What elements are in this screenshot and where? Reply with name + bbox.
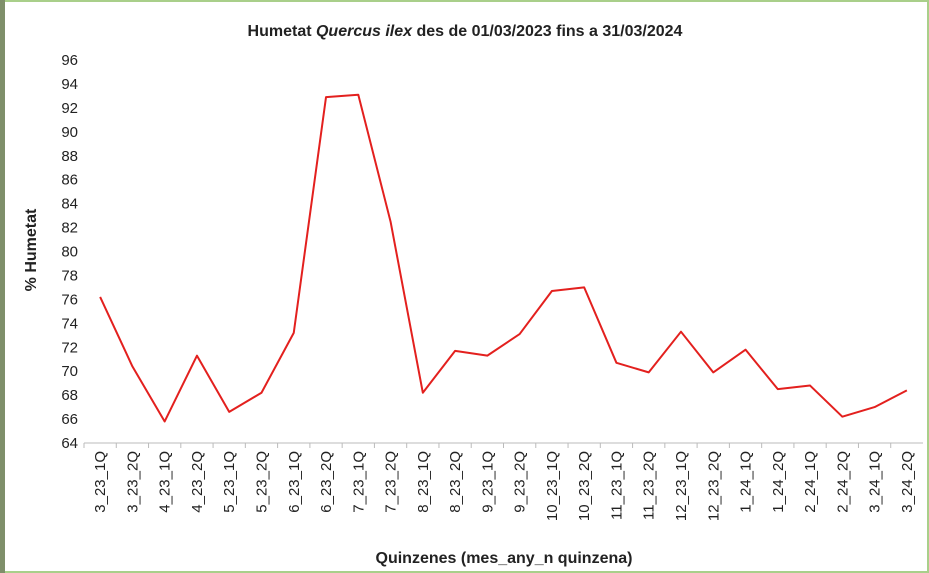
y-tick-label: 78: [61, 267, 78, 284]
x-tick-label: 11_23_1Q: [608, 451, 625, 520]
y-tick-label: 88: [61, 148, 78, 165]
x-tick-label: 4_23_2Q: [189, 451, 206, 513]
y-axis-label: % Humetat: [23, 208, 40, 291]
x-tick-label: 9_23_1Q: [479, 451, 496, 513]
x-tick-label: 3_24_2Q: [899, 451, 916, 513]
y-tick-label: 86: [61, 172, 78, 189]
x-tick-label: 12_23_2Q: [705, 451, 722, 521]
y-tick-label: 68: [61, 387, 78, 404]
x-tick-label: 3_23_2Q: [124, 451, 141, 513]
y-tick-label: 70: [61, 363, 78, 380]
x-tick-label: 2_24_1Q: [802, 451, 819, 513]
y-tick-label: 96: [61, 52, 78, 69]
x-tick-label: 10_23_1Q: [544, 451, 561, 521]
title-part: Humetat: [248, 23, 316, 40]
x-tick-label: 6_23_2Q: [318, 451, 335, 513]
x-tick-label: 11_23_2Q: [641, 451, 658, 520]
x-tick-label: 1_24_1Q: [738, 451, 755, 513]
x-tick-label: 12_23_1Q: [673, 451, 690, 521]
background-strip: [0, 0, 5, 573]
x-tick-label: 8_23_2Q: [447, 451, 464, 513]
y-tick-label: 92: [61, 100, 78, 117]
x-tick-label: 10_23_2Q: [576, 451, 593, 521]
x-tick-label: 6_23_1Q: [286, 451, 303, 513]
y-tick-label: 94: [61, 76, 78, 93]
y-tick-label: 66: [61, 411, 78, 428]
x-axis-label: Quinzenes (mes_any_n quinzena): [376, 550, 633, 567]
x-tick-label: 7_23_1Q: [350, 451, 367, 513]
chart-title: Humetat Quercus ilex des de 01/03/2023 f…: [248, 23, 683, 40]
x-tick-label: 3_23_1Q: [92, 451, 109, 513]
x-tick-label: 1_24_2Q: [770, 451, 787, 513]
x-tick-label: 3_24_1Q: [867, 451, 884, 513]
y-tick-label: 90: [61, 124, 78, 141]
x-tick-label: 4_23_1Q: [157, 451, 174, 513]
x-tick-label: 8_23_1Q: [415, 451, 432, 513]
x-tick-label: 5_23_1Q: [221, 451, 238, 513]
y-tick-label: 80: [61, 244, 78, 261]
x-tick-label: 5_23_2Q: [253, 451, 270, 513]
y-tick-label: 72: [61, 339, 78, 356]
y-tick-label: 82: [61, 220, 78, 237]
title-part: des de 01/03/2023 fins a 31/03/2024: [412, 23, 683, 40]
y-tick-label: 76: [61, 291, 78, 308]
y-tick-label: 74: [61, 315, 78, 332]
x-tick-label: 2_24_2Q: [834, 451, 851, 513]
x-tick-label: 7_23_2Q: [383, 451, 400, 513]
y-tick-label: 64: [61, 435, 78, 452]
data-line: [99, 93, 908, 423]
title-part: Quercus ilex: [316, 23, 413, 40]
y-tick-label: 84: [61, 196, 78, 213]
x-tick-label: 9_23_2Q: [512, 451, 529, 513]
